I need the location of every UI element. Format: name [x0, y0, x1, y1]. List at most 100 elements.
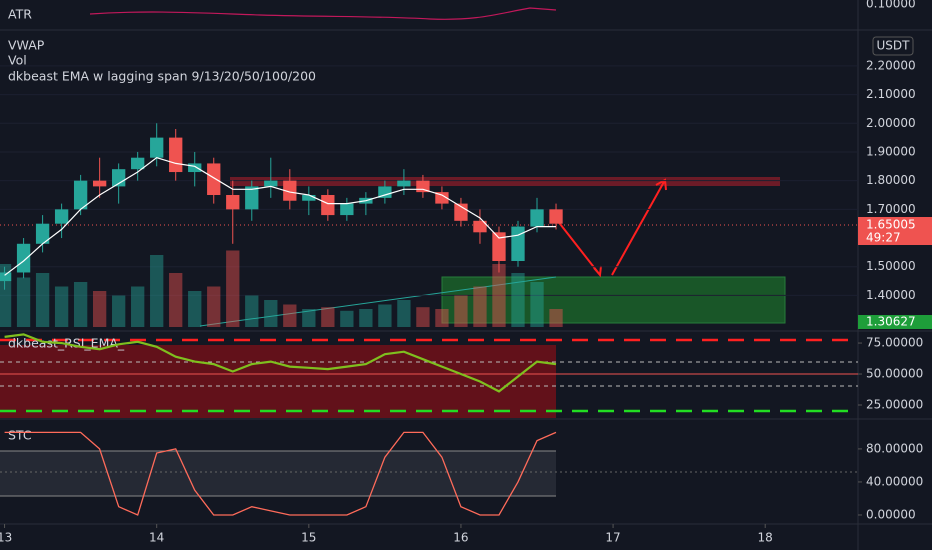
volume-bar: [416, 307, 430, 327]
x-tick-label: 15: [301, 531, 316, 545]
volume-bar: [511, 273, 525, 327]
volume-bar: [226, 250, 240, 327]
volume-bar: [302, 309, 316, 327]
volume-bar: [16, 277, 31, 327]
indicator-label: Vol: [8, 53, 27, 68]
candle-body: [73, 180, 88, 210]
ema-line: [4, 157, 556, 276]
y-tick-label: 1.80000: [866, 173, 916, 187]
volume-bar: [264, 300, 278, 327]
volume-bar: [131, 286, 145, 327]
x-tick-label: 14: [149, 531, 164, 545]
volume-bar: [321, 307, 335, 327]
rsi-tick-label: 75.00000: [866, 336, 923, 350]
volume-bar: [207, 286, 221, 327]
last-price-label: 1.65005: [866, 218, 916, 232]
volume-bar: [92, 291, 107, 327]
currency-box[interactable]: [872, 36, 914, 56]
volume-bar: [435, 309, 449, 327]
volume-bar: [530, 282, 544, 327]
candle-body: [511, 226, 525, 261]
volume-bar: [283, 304, 297, 327]
candle-body: [435, 192, 449, 204]
rsi-tick-label: 50.00000: [866, 367, 923, 381]
y-tick-label: 1.90000: [866, 144, 916, 158]
stc-band: [0, 451, 556, 496]
volume-bar: [188, 291, 202, 327]
candle-body: [92, 180, 107, 187]
vwap-line: [199, 276, 557, 327]
stc-line: [4, 431, 557, 516]
volume-bar: [150, 255, 164, 327]
candle-body: [340, 203, 354, 216]
volume-bar: [245, 295, 259, 327]
volume-bar: [73, 282, 88, 327]
candle-body: [0, 272, 12, 282]
indicator-label: ATR: [8, 7, 32, 22]
candle-body: [207, 163, 221, 195]
candle-body: [302, 195, 316, 201]
indicator-label: VWAP: [8, 38, 45, 53]
x-tick-label: 16: [453, 531, 468, 545]
rsi-line: [4, 333, 557, 393]
candle-body: [188, 163, 202, 173]
volume-bar: [35, 273, 50, 327]
currency-label[interactable]: USDT: [877, 39, 911, 53]
y-tick-label: 1.40000: [866, 288, 916, 302]
candle-body: [321, 195, 335, 216]
volume-bar: [169, 273, 183, 327]
volume-bar: [54, 286, 69, 327]
y-tick-label: 2.20000: [866, 58, 916, 72]
volume-bar: [549, 309, 563, 327]
volume-bar: [112, 295, 126, 327]
stc-tick-label: 80.00000: [866, 441, 923, 455]
candle-body: [416, 180, 430, 193]
candle-body: [16, 243, 31, 273]
countdown-label: 49:27: [866, 231, 901, 245]
stc-tick-label: 40.00000: [866, 474, 923, 488]
volume-bar: [340, 310, 354, 327]
y-tick-label: 1.50000: [866, 259, 916, 273]
candle-body: [54, 209, 69, 224]
candle-body: [35, 223, 50, 244]
candle-body: [283, 180, 297, 201]
x-tick-label: 17: [605, 531, 620, 545]
rsi-fill: [0, 345, 556, 418]
candle-body: [549, 209, 563, 224]
atr-line: [89, 7, 557, 20]
candle-body: [245, 186, 259, 210]
candle-body: [397, 180, 411, 187]
volume-bar: [397, 300, 411, 327]
volume-bar: [454, 295, 468, 327]
candle-body: [378, 186, 392, 198]
candle-body: [226, 195, 240, 210]
volume-bar: [0, 264, 12, 327]
x-tick-label: 13: [0, 531, 12, 545]
volume-bar: [359, 309, 373, 327]
indicator-label: dkbeast EMA w lagging span 9/13/20/50/10…: [8, 69, 316, 84]
candle-body: [473, 220, 487, 233]
candle-body: [492, 232, 506, 261]
candle-body: [150, 137, 164, 158]
resistance-zone: [230, 177, 780, 186]
stc-tick-label: 0.00000: [866, 507, 916, 521]
volume-bar: [473, 286, 487, 327]
low-price-label: 1.30627: [866, 315, 916, 329]
last-price-box: [858, 217, 932, 245]
candle-body: [530, 209, 544, 227]
x-tick-label: 18: [758, 531, 773, 545]
candle-body: [131, 157, 145, 170]
volume-bar: [492, 264, 506, 327]
y-tick-label: 1.70000: [866, 202, 916, 216]
atr-tick-label: 0.10000: [866, 0, 916, 11]
candle-body: [264, 180, 278, 187]
y-tick-label: 2.10000: [866, 87, 916, 101]
indicator-label: STC: [8, 428, 32, 443]
volume-bar: [378, 304, 392, 327]
candle-body: [169, 137, 183, 173]
rsi-tick-label: 25.00000: [866, 397, 923, 411]
y-tick-label: 2.00000: [866, 116, 916, 130]
arrow: [556, 178, 667, 278]
low-price-box: [858, 315, 932, 329]
